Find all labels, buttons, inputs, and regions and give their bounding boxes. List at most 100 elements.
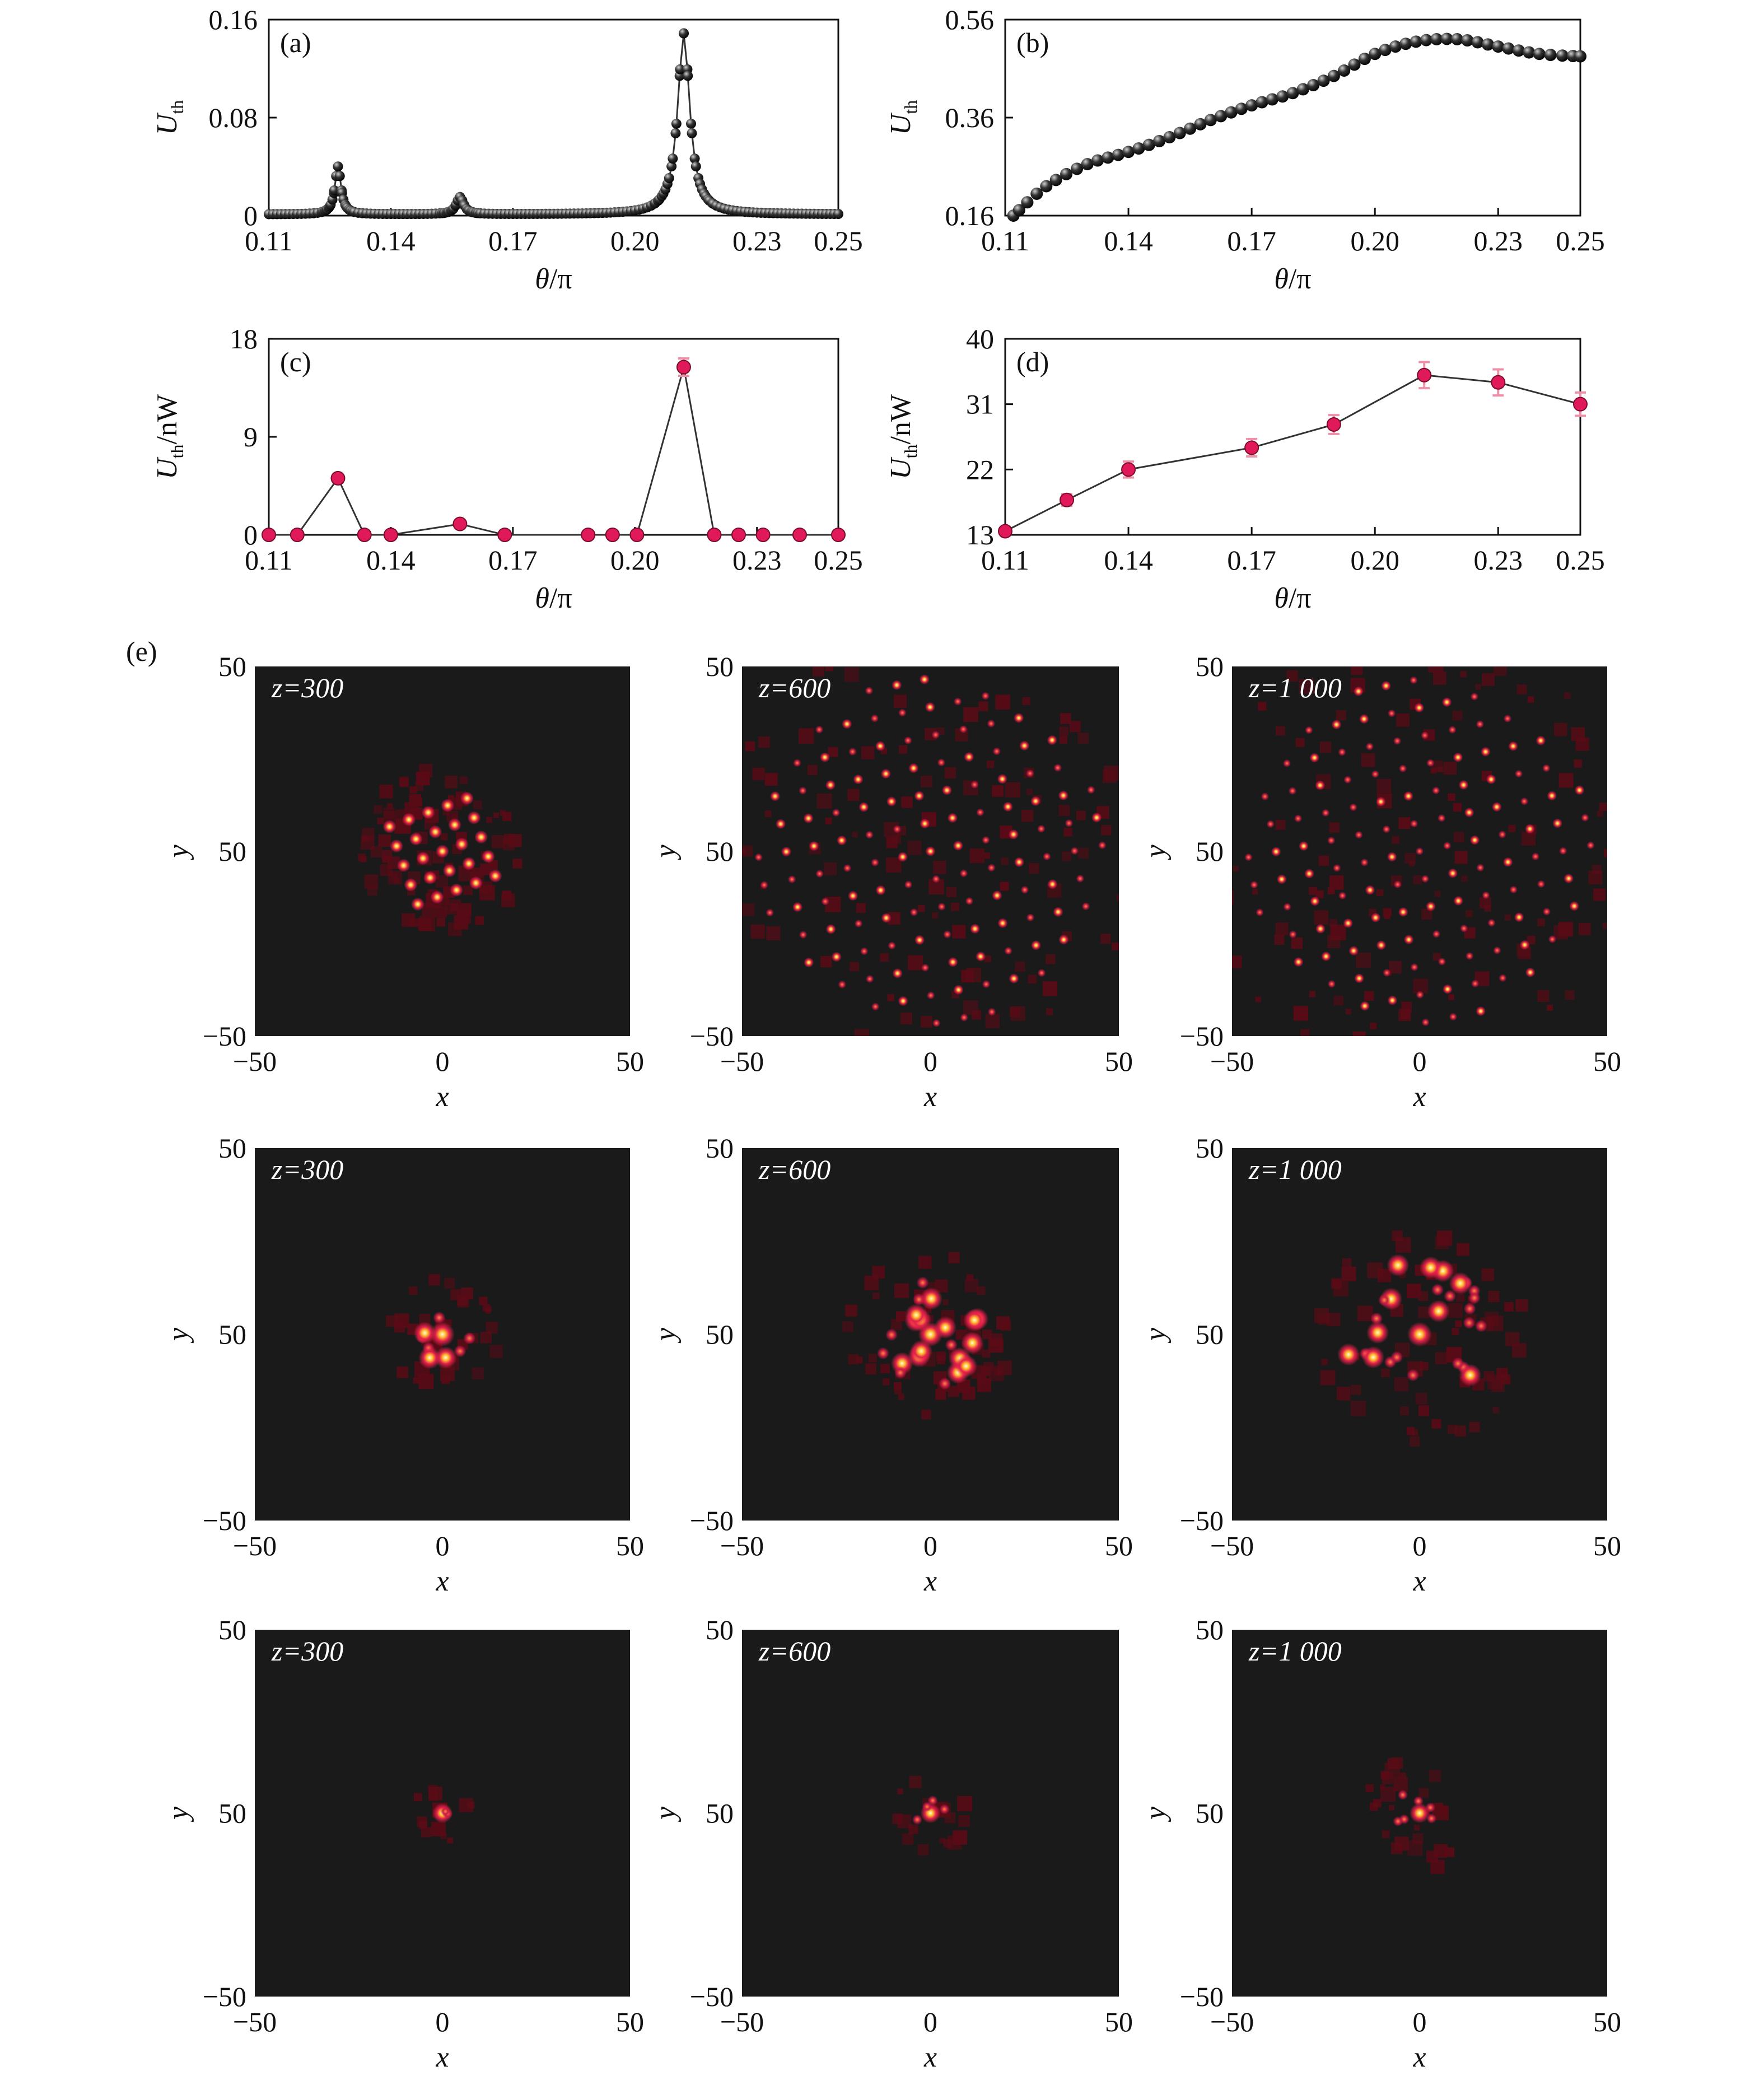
haze-pixel xyxy=(1430,767,1437,774)
x-tick-label: −50 xyxy=(233,1046,277,1077)
intensity-spot xyxy=(843,864,852,873)
haze-pixel xyxy=(1340,656,1350,665)
haze-pixel xyxy=(1597,810,1603,817)
intensity-spot xyxy=(831,952,842,962)
intensity-spot xyxy=(948,957,958,967)
haze-pixel xyxy=(440,833,448,841)
intensity-spot xyxy=(436,845,449,858)
data-point xyxy=(1358,53,1371,66)
data-point xyxy=(1417,367,1432,383)
x-tick-label: 0.11 xyxy=(245,225,293,256)
intensity-spot xyxy=(433,1311,446,1324)
haze-pixel xyxy=(1469,1421,1480,1433)
data-point xyxy=(1533,48,1546,60)
intensity-spot xyxy=(875,885,886,896)
haze-pixel xyxy=(1453,832,1464,843)
data-point xyxy=(605,528,620,542)
haze-pixel xyxy=(1409,1436,1420,1447)
intensity-spot xyxy=(963,1309,986,1332)
y-axis-label: y xyxy=(1140,1806,1172,1822)
x-tick-label: −50 xyxy=(720,1046,764,1077)
x-axis-label: x xyxy=(923,1565,937,1597)
intensity-spot xyxy=(416,851,430,865)
haze-pixel xyxy=(1275,726,1285,736)
haze-pixel xyxy=(377,818,384,824)
data-point xyxy=(689,153,700,164)
haze-pixel xyxy=(944,767,956,779)
haze-pixel xyxy=(1621,790,1634,803)
haze-pixel xyxy=(880,953,889,962)
intensity-spot xyxy=(1256,908,1264,917)
intensity-spot xyxy=(1309,753,1320,763)
intensity-spot xyxy=(1398,907,1408,917)
intensity-spot xyxy=(488,869,502,883)
intensity-spot xyxy=(1453,752,1463,763)
haze-pixel xyxy=(901,796,913,808)
data-point xyxy=(1420,34,1432,46)
x-tick-label: 0 xyxy=(1413,2006,1427,2037)
haze-pixel xyxy=(764,810,772,817)
haze-pixel xyxy=(1061,851,1071,861)
x-tick-label: 0.23 xyxy=(732,225,782,256)
data-point xyxy=(1060,167,1073,180)
data-point xyxy=(1091,154,1104,167)
haze-pixel xyxy=(935,640,944,650)
haze-pixel xyxy=(457,910,472,924)
x-axis-label: x xyxy=(923,2041,937,2073)
intensity-spot xyxy=(939,1804,950,1815)
intensity-spot xyxy=(1449,1272,1472,1295)
intensity-spot xyxy=(1343,918,1354,929)
haze-pixel xyxy=(413,1793,422,1802)
intensity-spot xyxy=(1289,930,1297,939)
haze-pixel xyxy=(984,955,991,962)
x-tick-label: 0.23 xyxy=(1474,544,1523,576)
haze-pixel xyxy=(1413,1825,1420,1831)
x-tick-label: 0.25 xyxy=(814,544,863,576)
haze-pixel xyxy=(1345,1009,1351,1015)
intensity-spot xyxy=(885,1328,898,1341)
intensity-spot xyxy=(1375,796,1386,807)
intensity-spot xyxy=(1547,791,1557,801)
heatmap-r3-c3: z=1 000 −50 0 50 −50 50 50 x y xyxy=(1140,1614,1621,2073)
haze-pixel xyxy=(1482,673,1495,686)
intensity-spot xyxy=(450,883,464,897)
data-point xyxy=(1369,48,1382,60)
haze-pixel xyxy=(1315,890,1324,898)
haze-pixel xyxy=(1376,778,1392,794)
haze-pixel xyxy=(1418,1405,1430,1416)
haze-pixel xyxy=(486,1321,498,1334)
haze-pixel xyxy=(1293,1006,1309,1021)
haze-pixel xyxy=(939,1838,945,1844)
intensity-spot xyxy=(1020,885,1029,894)
y-tick-label: −50 xyxy=(1180,1020,1224,1052)
intensity-spot xyxy=(1282,759,1291,768)
intensity-spot xyxy=(1343,776,1352,784)
intensity-spot xyxy=(865,974,874,983)
intensity-spot xyxy=(947,813,958,823)
haze-pixel xyxy=(964,1279,978,1293)
haze-pixel xyxy=(1415,640,1421,646)
intensity-spot xyxy=(981,692,990,700)
y-axis-label: y xyxy=(650,845,682,861)
haze-pixel xyxy=(1382,644,1388,650)
haze-pixel xyxy=(1399,1406,1410,1416)
data-point xyxy=(497,528,512,542)
intensity-spot xyxy=(1448,868,1458,879)
intensity-spot xyxy=(1030,940,1042,950)
haze-pixel xyxy=(1309,991,1316,997)
haze-pixel xyxy=(1058,805,1070,817)
intensity-spot xyxy=(409,832,423,846)
haze-pixel xyxy=(799,728,814,744)
intensity-spot xyxy=(1438,957,1446,966)
haze-pixel xyxy=(381,850,393,860)
haze-pixel xyxy=(1511,1343,1527,1358)
intensity-spot xyxy=(920,1287,943,1310)
heatmap-r3-c1: z=300 −50 0 50 −50 50 50 x y xyxy=(162,1614,644,2073)
haze-pixel xyxy=(1389,960,1402,974)
intensity-spot xyxy=(1444,1290,1457,1303)
intensity-spot xyxy=(1348,945,1359,956)
intensity-spot xyxy=(953,840,964,851)
y-tick-label: −50 xyxy=(1180,1505,1224,1536)
y-tick-label: 50 xyxy=(218,651,246,682)
haze-pixel xyxy=(936,1351,946,1361)
